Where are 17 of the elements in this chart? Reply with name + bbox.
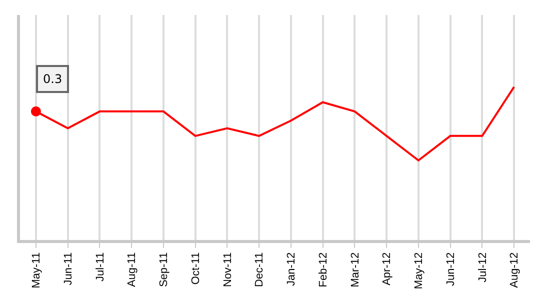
x-tick-label: Jan-12 <box>286 252 298 286</box>
x-tick-label: Sep-11 <box>158 252 170 288</box>
x-tick-label: Jun-12 <box>444 252 457 286</box>
x-tick-label: May-12 <box>413 252 426 290</box>
x-tick-label: Jun-11 <box>62 252 74 286</box>
x-tick-label: Dec-11 <box>254 252 266 288</box>
x-tick-label: Nov-11 <box>222 252 234 288</box>
x-tick-label: Jul-11 <box>94 252 106 282</box>
x-tick-label: Mar-12 <box>349 252 362 288</box>
annotation: 0.3 <box>43 72 62 86</box>
x-tick-label: Oct-11 <box>190 252 202 285</box>
x-tick-label: Aug-12 <box>508 252 521 288</box>
x-tick-label: Jul-12 <box>476 252 489 282</box>
x-tick-label: Apr-12 <box>381 252 394 286</box>
x-tick-label: Feb-12 <box>317 252 330 288</box>
x-tick-label: Aug-11 <box>126 252 138 288</box>
x-tick-label: May-11 <box>30 252 43 288</box>
